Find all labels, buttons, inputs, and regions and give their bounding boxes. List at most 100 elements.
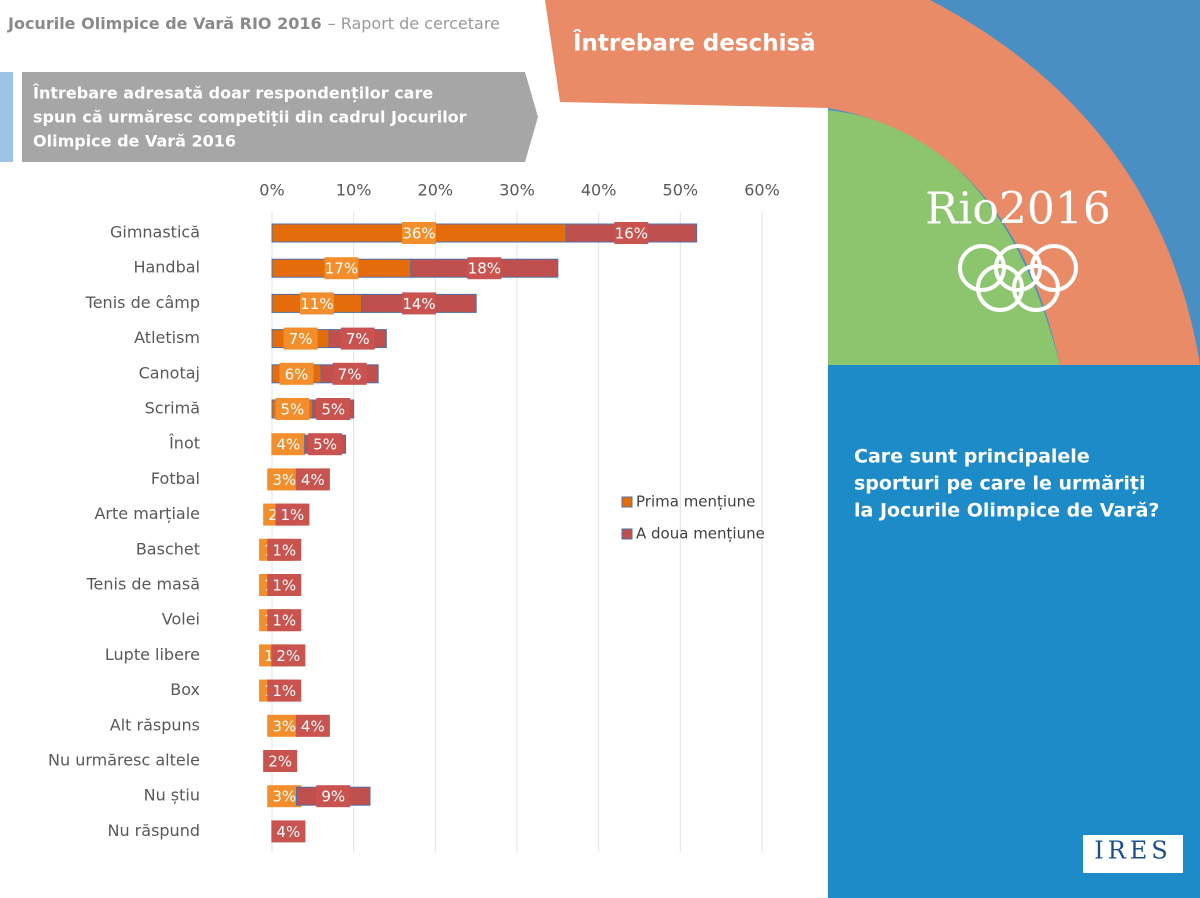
legend-label: Prima mențiune [636,493,755,511]
x-tick-label: 30% [499,181,535,200]
question: Care sunt principalele sporturi pe care l… [854,446,1159,522]
data-label: 1% [272,577,296,595]
data-label: 1% [281,506,305,524]
y-tick-label: Volei [162,610,200,629]
x-tick-label: 50% [663,181,699,200]
data-label: 7% [338,365,362,383]
note-line: Olimpice de Vară 2016 [33,132,236,151]
label-box [467,257,502,280]
data-label: 3% [272,788,296,806]
olympic-rings [958,244,1078,312]
y-tick-label: Alt răspuns [110,715,200,734]
data-label: 3% [272,717,296,735]
y-tick-label: Înot [168,434,200,453]
x-tick-label: 10% [336,181,372,200]
data-label: 18% [468,260,501,278]
label-box [271,644,306,667]
data-label: 4% [301,471,325,489]
rio-logo: Rio2016 [925,184,1111,235]
label-box [267,574,302,596]
data-label: 36% [402,225,435,243]
label-box [267,609,302,632]
y-tick-label: Box [170,680,200,699]
label-box [295,468,330,491]
header-subtitle: – Raport de cercetare [328,14,500,33]
label-box [263,750,298,772]
data-label: 17% [325,260,358,278]
data-label: 7% [289,330,313,348]
label-box [267,679,302,702]
question-line: Care sunt principalele [854,446,1090,468]
data-label: 7% [346,330,370,348]
y-tick-label: Scrimă [145,399,200,418]
data-label: 2% [268,753,292,771]
y-tick-label: Lupte libere [105,645,200,664]
data-label: 9% [321,788,345,806]
legend-label: A doua mențiune [636,525,765,543]
label-box [324,257,359,280]
note-line: spun că urmăresc competiții din cadrul J… [33,108,467,127]
data-label: 1% [272,682,296,700]
label-box [275,398,310,420]
data-label: 11% [300,295,333,313]
y-tick-label: Atletism [134,328,200,347]
tag: Întrebare deschisă [573,29,816,57]
header-title: Jocurile Olimpice de Vară RIO 2016 [7,14,322,33]
label-box [267,468,302,491]
data-label: 1% [272,612,296,630]
label-box [308,433,343,456]
note: Întrebare adresată doar respondenților c… [33,84,467,151]
data-label: 4% [301,717,325,735]
x-tick-label: 0% [259,181,284,200]
question-line: sporturi pe care le urmăriți [854,473,1146,495]
label-box [271,433,306,456]
y-tick-label: Gimnastică [110,223,200,242]
question-panel [828,365,1200,898]
data-label: 14% [402,295,435,313]
label-box [614,222,649,244]
y-tick-label: Fotbal [151,469,200,488]
data-label: 5% [313,436,337,454]
data-label: 6% [285,365,309,383]
x-tick-label: 60% [744,181,780,200]
label-box [316,785,351,808]
y-tick-label: Canotaj [139,363,200,382]
y-tick-label: Tenis de masă [85,575,200,594]
label-box [275,503,310,526]
label-box [402,222,436,244]
label-box [332,362,367,385]
data-label: 4% [276,823,300,841]
ires-text: IRES [1094,837,1172,865]
header: Jocurile Olimpice de Vară RIO 2016 – Rapo… [7,14,500,33]
y-tick-label: Baschet [136,539,200,558]
label-box [340,327,375,350]
label-box [271,820,306,843]
data-label: 2% [276,647,300,665]
data-label: 5% [281,401,305,419]
y-tick-label: Tenis de câmp [85,293,200,312]
data-label: 16% [615,225,648,243]
label-box [299,292,334,315]
y-tick-label: Nu știu [144,786,200,805]
chart: 0% 10% 20% 30% 40% 50% 60% Gimnastică 36% 16% Hand… [48,181,780,852]
legend-swatch [621,496,633,508]
ires-logo [1083,835,1183,873]
y-tick-label: Nu răspund [107,821,200,840]
orange-arc [545,0,1200,365]
legend-swatch [621,528,633,540]
question-line: la Jocurile Olimpice de Vară? [854,500,1159,522]
label-box [316,398,351,420]
x-tick-label: 40% [581,181,617,200]
label-box [283,327,318,350]
note-line: Întrebare adresată doar respondenților c… [33,84,433,103]
y-tick-label: Nu urmăresc altele [48,751,200,770]
label-box [267,714,302,737]
x-tick-label: 20% [418,181,454,200]
data-label: 5% [321,401,345,419]
data-label: 1% [272,541,296,559]
label-box [267,538,302,561]
y-tick-label: Handbal [133,258,200,277]
note-box [22,72,538,162]
green-arc [828,110,1060,365]
